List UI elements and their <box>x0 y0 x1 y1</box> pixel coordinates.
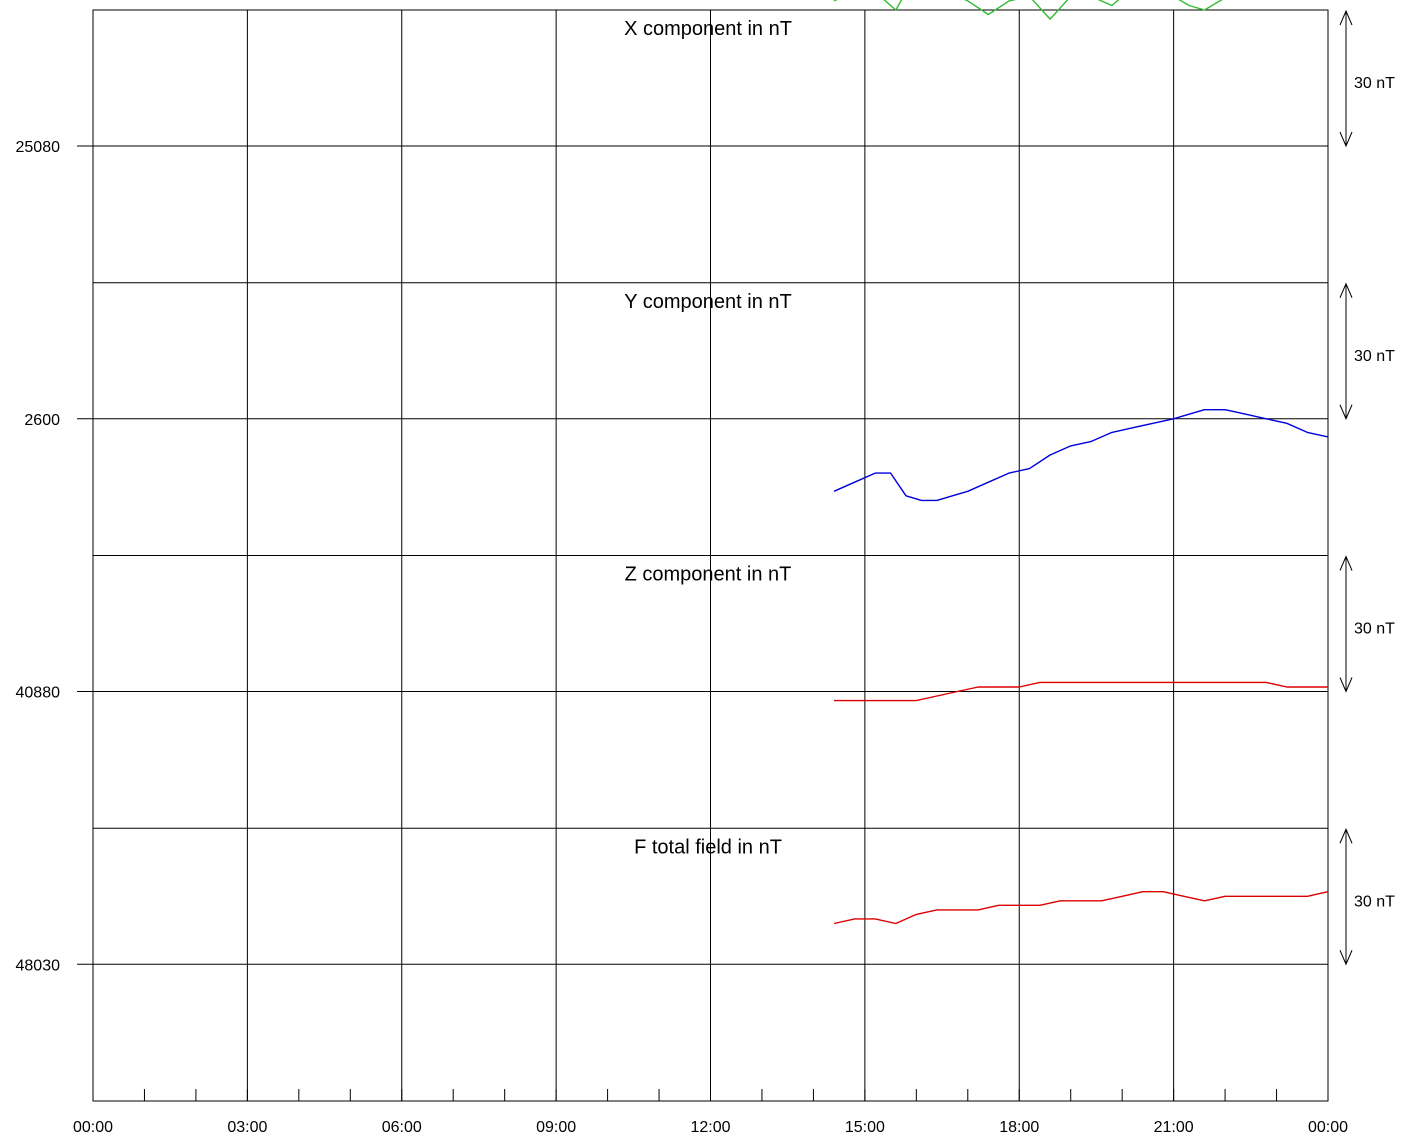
x-tick-label: 09:00 <box>536 1119 576 1136</box>
scale-arrow-head-up <box>1339 827 1353 844</box>
y-tick-label: 25080 <box>16 139 61 156</box>
series-line-2 <box>833 409 1329 502</box>
y-tick-label: 40880 <box>16 685 61 702</box>
scale-label: 30 nT <box>1354 621 1395 638</box>
scale-arrow-head-down <box>1339 404 1353 421</box>
panel-title: Y component in nT <box>624 291 792 313</box>
scale-label: 30 nT <box>1354 348 1395 365</box>
scale-arrow-head-down <box>1339 131 1353 148</box>
scale-label: 30 nT <box>1354 893 1395 910</box>
label-layer: 00:00 03:00 06:00 09:00 12:00 15:00 18:00 21:00… <box>16 18 1349 1136</box>
scale-arrow-head-down <box>1339 677 1353 693</box>
x-tick-label: 15:00 <box>845 1119 885 1136</box>
x-tick-label: 00:00 <box>1308 1119 1348 1136</box>
panel-title: F total field in nT <box>634 836 782 858</box>
series-line-4 <box>833 891 1329 925</box>
scale-arrow-head-up <box>1339 9 1353 26</box>
x-tick-label: 00:00 <box>73 1119 113 1136</box>
x-tick-label: 12:00 <box>690 1119 730 1136</box>
panel-title: X component in nT <box>624 18 792 40</box>
x-tick-label: 21:00 <box>1154 1119 1194 1136</box>
x-tick-label: 03:00 <box>227 1119 267 1136</box>
scale-layer: 30 nT 30 nT 30 nT 30 nT <box>1339 9 1395 966</box>
scale-arrow-head-up <box>1339 282 1353 298</box>
y-tick-label: 2600 <box>24 412 60 429</box>
series-layer <box>833 0 1329 925</box>
x-tick-label: 18:00 <box>999 1119 1039 1136</box>
scale-label: 30 nT <box>1354 75 1395 92</box>
x-tick-label: 06:00 <box>382 1119 422 1136</box>
grid-layer <box>77 9 1329 1102</box>
y-tick-label: 48030 <box>16 957 61 974</box>
panel-title: Z component in nT <box>625 564 792 586</box>
scale-arrow-head-down <box>1339 950 1353 966</box>
series-line-3 <box>834 681 1328 702</box>
scale-arrow-head-up <box>1339 555 1353 571</box>
